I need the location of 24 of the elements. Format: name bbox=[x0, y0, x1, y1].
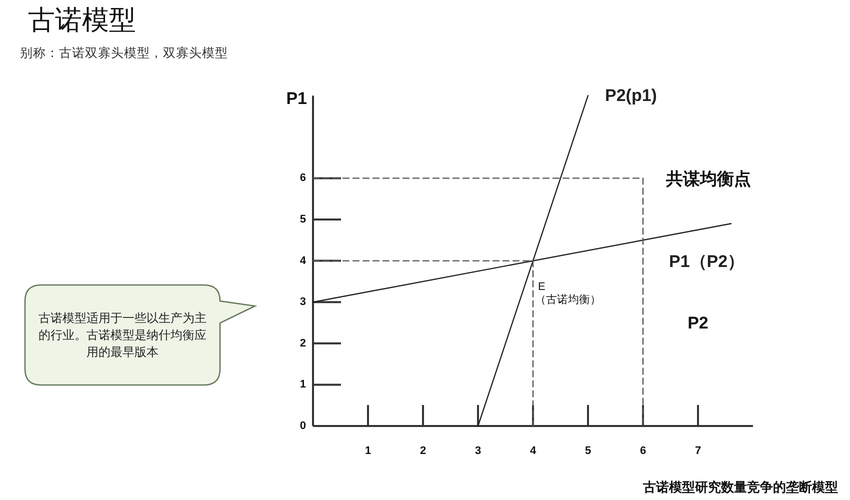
text: 古诺模型研究数量竞争的垄断模型 bbox=[642, 480, 838, 494]
y-tick-label: 6 bbox=[300, 172, 306, 184]
y-tick-label: 3 bbox=[300, 296, 306, 308]
y-tick-label: 2 bbox=[300, 337, 306, 350]
annotation: 共谋均衡点 bbox=[665, 170, 751, 189]
x-tick-label: 4 bbox=[530, 445, 537, 457]
text: 古诺模型 bbox=[28, 5, 136, 35]
x-tick-label: 6 bbox=[640, 445, 646, 457]
y-axis-title: P1 bbox=[286, 89, 307, 108]
y-tick-label: 4 bbox=[300, 254, 307, 267]
annotation: E （古诺均衡） bbox=[535, 280, 601, 306]
x-tick-label: 3 bbox=[474, 445, 482, 457]
x-tick-label: 5 bbox=[584, 445, 592, 457]
series-label: P1（P2） bbox=[669, 252, 745, 272]
series-label: P2(p1) bbox=[605, 86, 657, 106]
x-tick-label: 7 bbox=[694, 445, 702, 457]
x-tick-label: 1 bbox=[364, 445, 372, 457]
x-axis-title: P2 bbox=[688, 314, 708, 332]
y-tick-label: 0 bbox=[300, 420, 306, 432]
text: 别称：古诺双寡头模型，双寡头模型 bbox=[20, 45, 228, 60]
y-tick-label: 5 bbox=[300, 214, 306, 226]
text: 古诺模型适用于一些以生产为主的行业。古诺模型是纳什均衡应用的最早版本 bbox=[38, 310, 208, 361]
x-tick-label: 2 bbox=[420, 445, 426, 457]
y-tick-label: 1 bbox=[300, 378, 306, 391]
